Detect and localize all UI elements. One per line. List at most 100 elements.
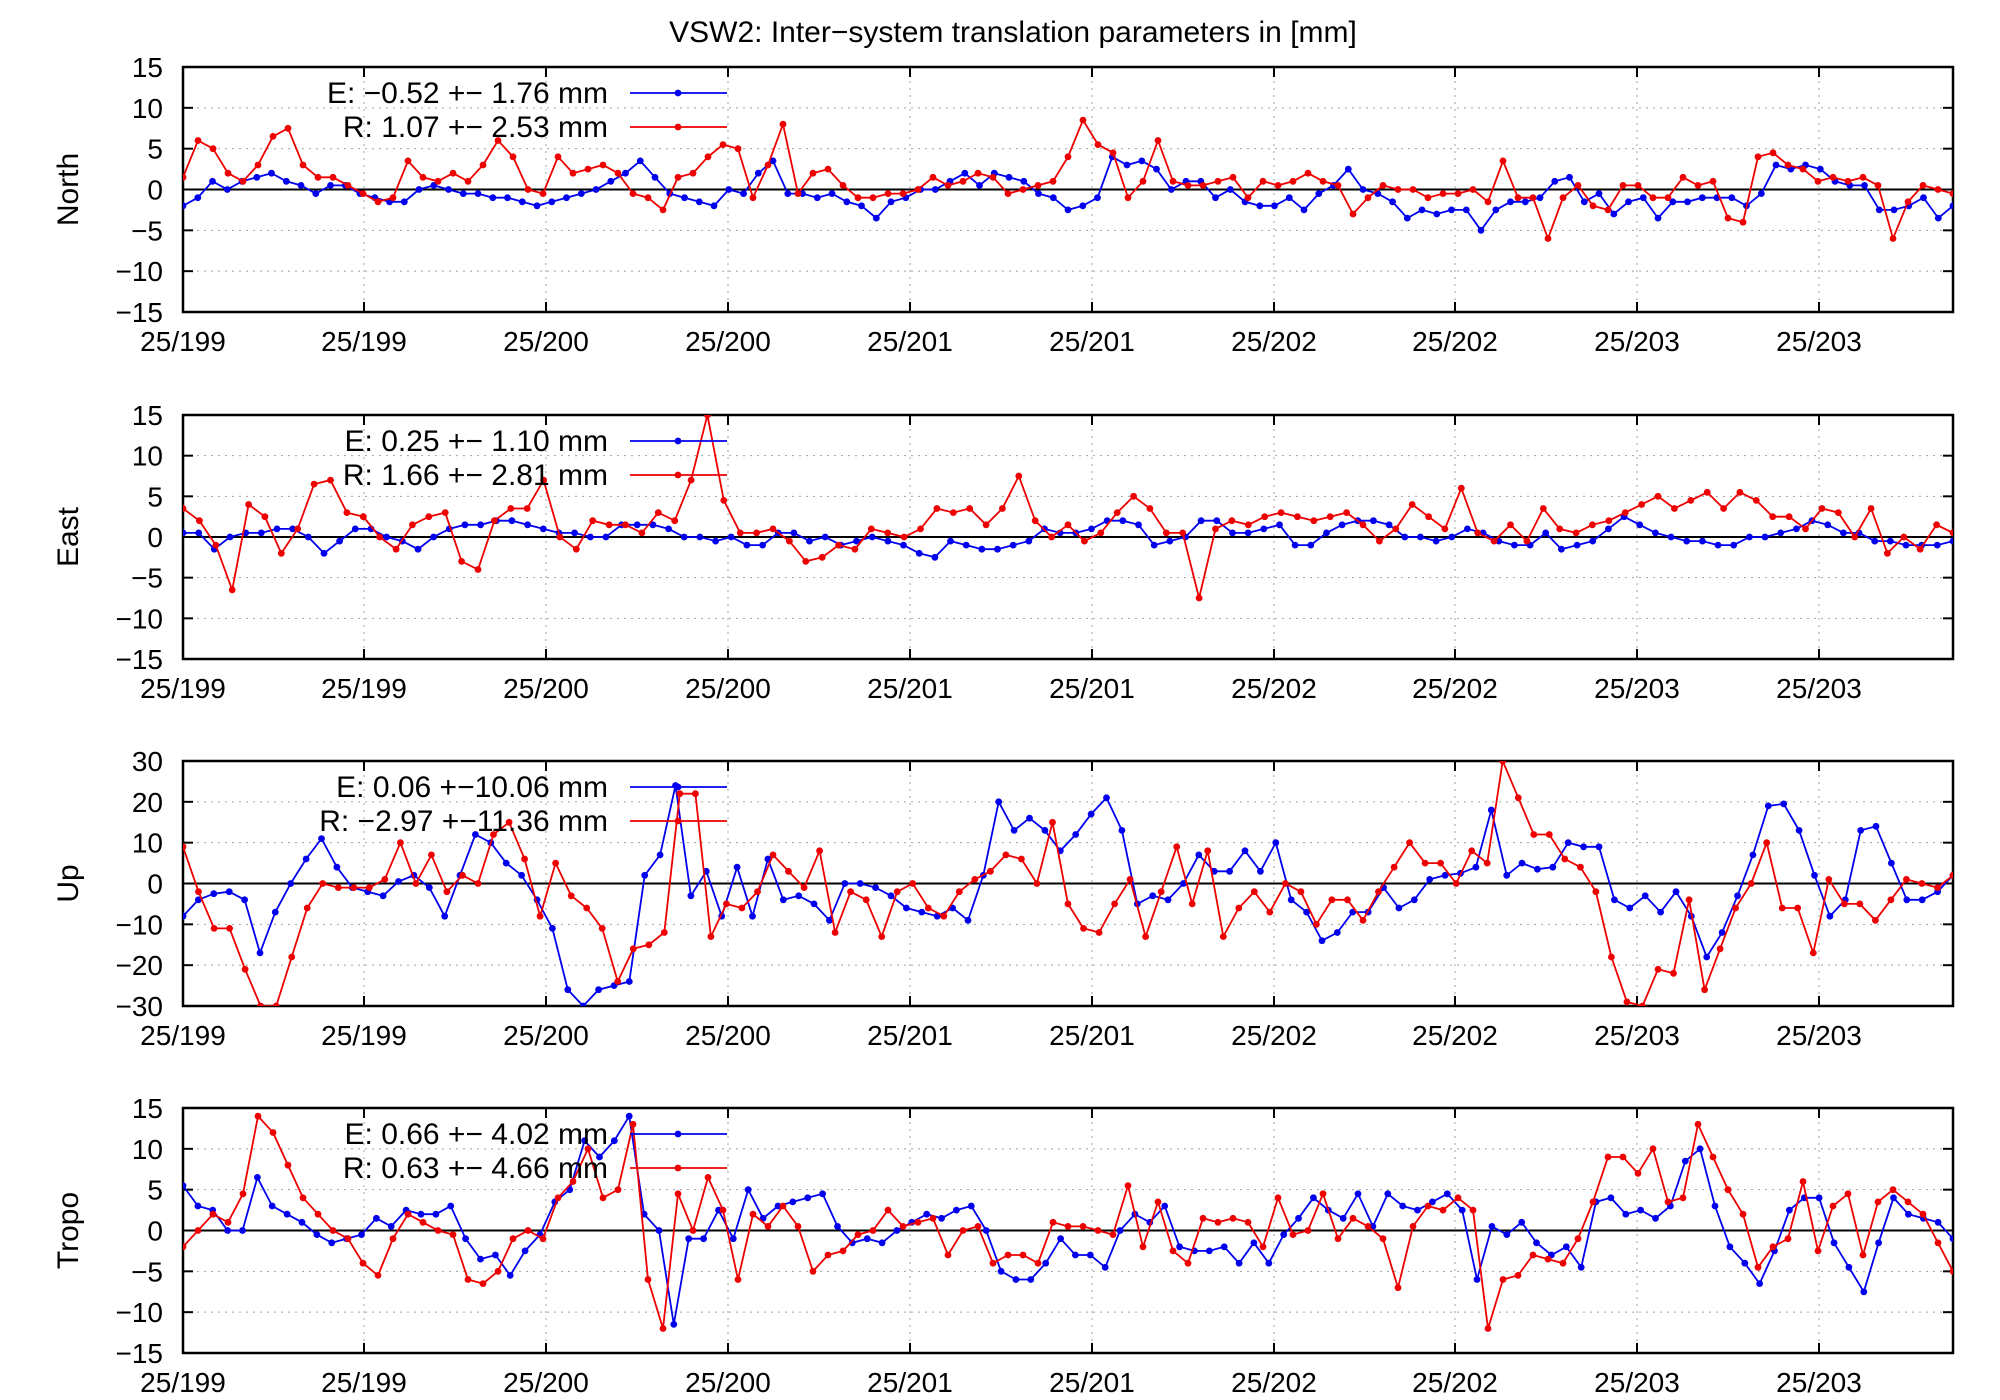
data-point-R xyxy=(1559,194,1567,202)
data-point-R xyxy=(1949,190,1953,197)
data-point-E xyxy=(649,521,657,529)
data-point-R xyxy=(1289,177,1297,185)
data-point-R xyxy=(1452,880,1460,887)
data-point-R xyxy=(749,1210,757,1218)
data-point-E xyxy=(1714,541,1722,549)
y-tick-label: −20 xyxy=(116,950,164,981)
data-point-R xyxy=(816,847,823,855)
data-point-R xyxy=(1872,916,1879,924)
data-point-R xyxy=(261,513,269,521)
data-point-R xyxy=(404,1210,412,1218)
data-point-R xyxy=(376,533,384,541)
data-point-E xyxy=(595,986,602,994)
data-point-E xyxy=(1135,521,1142,529)
data-point-R xyxy=(1900,533,1908,541)
y-tick-label: 30 xyxy=(132,746,163,777)
data-point-E xyxy=(1549,863,1557,871)
data-point-E xyxy=(656,851,664,859)
data-point-R xyxy=(1484,1325,1492,1332)
data-point-R xyxy=(687,476,695,484)
data-point-E xyxy=(1265,1259,1273,1267)
data-point-R xyxy=(1064,153,1072,161)
data-point-E xyxy=(1195,851,1203,859)
data-point-E xyxy=(655,1227,663,1234)
data-point-E xyxy=(779,896,787,904)
data-point-E xyxy=(1699,537,1706,545)
data-point-E xyxy=(843,198,851,206)
data-point-R xyxy=(425,513,433,521)
data-point-E xyxy=(492,1251,499,1259)
data-point-R xyxy=(644,1276,652,1283)
x-tick-label: 25/203 xyxy=(1594,326,1680,357)
data-point-R xyxy=(1769,1243,1777,1251)
data-point-R xyxy=(1424,1202,1432,1210)
legend-swatch-point-E xyxy=(674,89,682,97)
data-point-R xyxy=(284,124,292,132)
data-point-R xyxy=(1530,831,1538,838)
data-point-R xyxy=(479,161,487,169)
data-point-R xyxy=(1019,186,1027,193)
data-point-E xyxy=(826,916,833,924)
data-point-E xyxy=(1933,541,1941,549)
data-point-E xyxy=(417,1210,425,1218)
data-point-R xyxy=(614,169,622,177)
data-point-E xyxy=(320,549,328,557)
data-point-E xyxy=(1840,529,1847,537)
data-point-R xyxy=(785,867,792,875)
data-point-R xyxy=(1474,529,1482,537)
data-point-E xyxy=(749,912,756,920)
y-tick-label: 5 xyxy=(147,134,163,165)
data-point-R xyxy=(1763,839,1771,847)
data-point-R xyxy=(272,1002,280,1006)
data-point-R xyxy=(1592,888,1600,896)
data-point-E xyxy=(477,521,484,529)
data-point-R xyxy=(239,177,247,185)
data-point-R xyxy=(614,978,622,985)
data-point-E xyxy=(1285,194,1293,202)
data-point-R xyxy=(365,884,373,891)
data-point-E xyxy=(700,1235,707,1243)
x-tick-label: 25/202 xyxy=(1412,673,1498,704)
data-point-E xyxy=(696,533,704,541)
data-point-R xyxy=(1703,488,1711,496)
data-point-R xyxy=(1379,182,1387,189)
data-point-E xyxy=(1064,206,1072,214)
data-point-R xyxy=(1111,900,1118,908)
data-point-R xyxy=(1694,182,1702,189)
x-tick-label: 25/201 xyxy=(867,1367,953,1398)
data-point-E xyxy=(651,173,659,181)
data-point-R xyxy=(1244,194,1252,202)
data-point-E xyxy=(1020,177,1028,185)
data-point-R xyxy=(1142,933,1149,940)
data-point-E xyxy=(1403,214,1411,222)
data-point-E xyxy=(425,884,433,891)
x-tick-label: 25/202 xyxy=(1412,1020,1498,1051)
data-point-R xyxy=(1483,859,1491,867)
data-point-R xyxy=(769,851,777,859)
data-point-E xyxy=(1905,1210,1912,1218)
y-tick-label: −15 xyxy=(116,297,164,328)
data-point-E xyxy=(533,202,541,210)
data-point-E xyxy=(625,978,633,985)
data-point-R xyxy=(1840,900,1848,908)
data-point-R xyxy=(1364,194,1372,202)
x-tick-label: 25/203 xyxy=(1776,1020,1862,1051)
data-point-R xyxy=(1126,876,1134,883)
y-tick-label: −5 xyxy=(131,563,163,594)
data-point-R xyxy=(1605,517,1613,525)
data-point-E xyxy=(1511,541,1518,549)
data-point-E xyxy=(1749,851,1757,859)
data-point-E xyxy=(733,863,741,871)
data-point-R xyxy=(884,529,892,537)
data-point-E xyxy=(1726,1243,1734,1251)
data-point-E xyxy=(670,1321,678,1328)
data-point-R xyxy=(1441,525,1449,533)
data-point-R xyxy=(1874,1198,1882,1206)
data-point-E xyxy=(1226,186,1234,193)
data-point-E xyxy=(1949,1235,1953,1243)
data-point-R xyxy=(1139,1243,1147,1251)
data-point-R xyxy=(933,505,941,512)
data-point-E xyxy=(506,1272,514,1279)
data-point-E xyxy=(1934,214,1942,222)
data-point-E xyxy=(1503,871,1511,879)
